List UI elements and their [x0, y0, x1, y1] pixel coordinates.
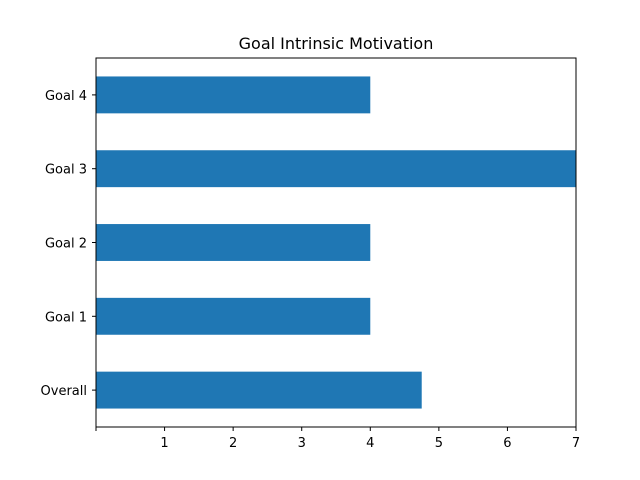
bar-overall — [96, 371, 422, 409]
x-tick-label: 3 — [298, 436, 306, 451]
bar-goal-3 — [96, 150, 576, 188]
x-tick-label: 6 — [503, 436, 511, 451]
y-tick-label: Goal 3 — [45, 163, 87, 178]
plot-area: Overall Goal 1 Goal 2 Goal 3 Goal 4 1 2 3 4 5 6 7 — [41, 57, 580, 451]
x-tick-label: 5 — [435, 436, 443, 451]
x-tick-label: 1 — [160, 436, 168, 451]
y-tick-label: Goal 1 — [45, 310, 87, 325]
axes-frame — [95, 57, 577, 428]
x-tick-label: 2 — [229, 436, 237, 451]
bar-goal-1 — [96, 297, 371, 335]
bar-goal-2 — [96, 224, 371, 261]
y-tick-label: Goal 4 — [45, 89, 87, 104]
y-tick-label: Overall — [41, 384, 87, 399]
y-tick-label: Goal 2 — [45, 237, 87, 252]
x-tick-label: 7 — [572, 436, 580, 451]
chart-title: Goal Intrinsic Motivation — [239, 34, 434, 53]
bar-goal-4 — [96, 76, 371, 114]
x-tick-label: 4 — [366, 436, 374, 451]
